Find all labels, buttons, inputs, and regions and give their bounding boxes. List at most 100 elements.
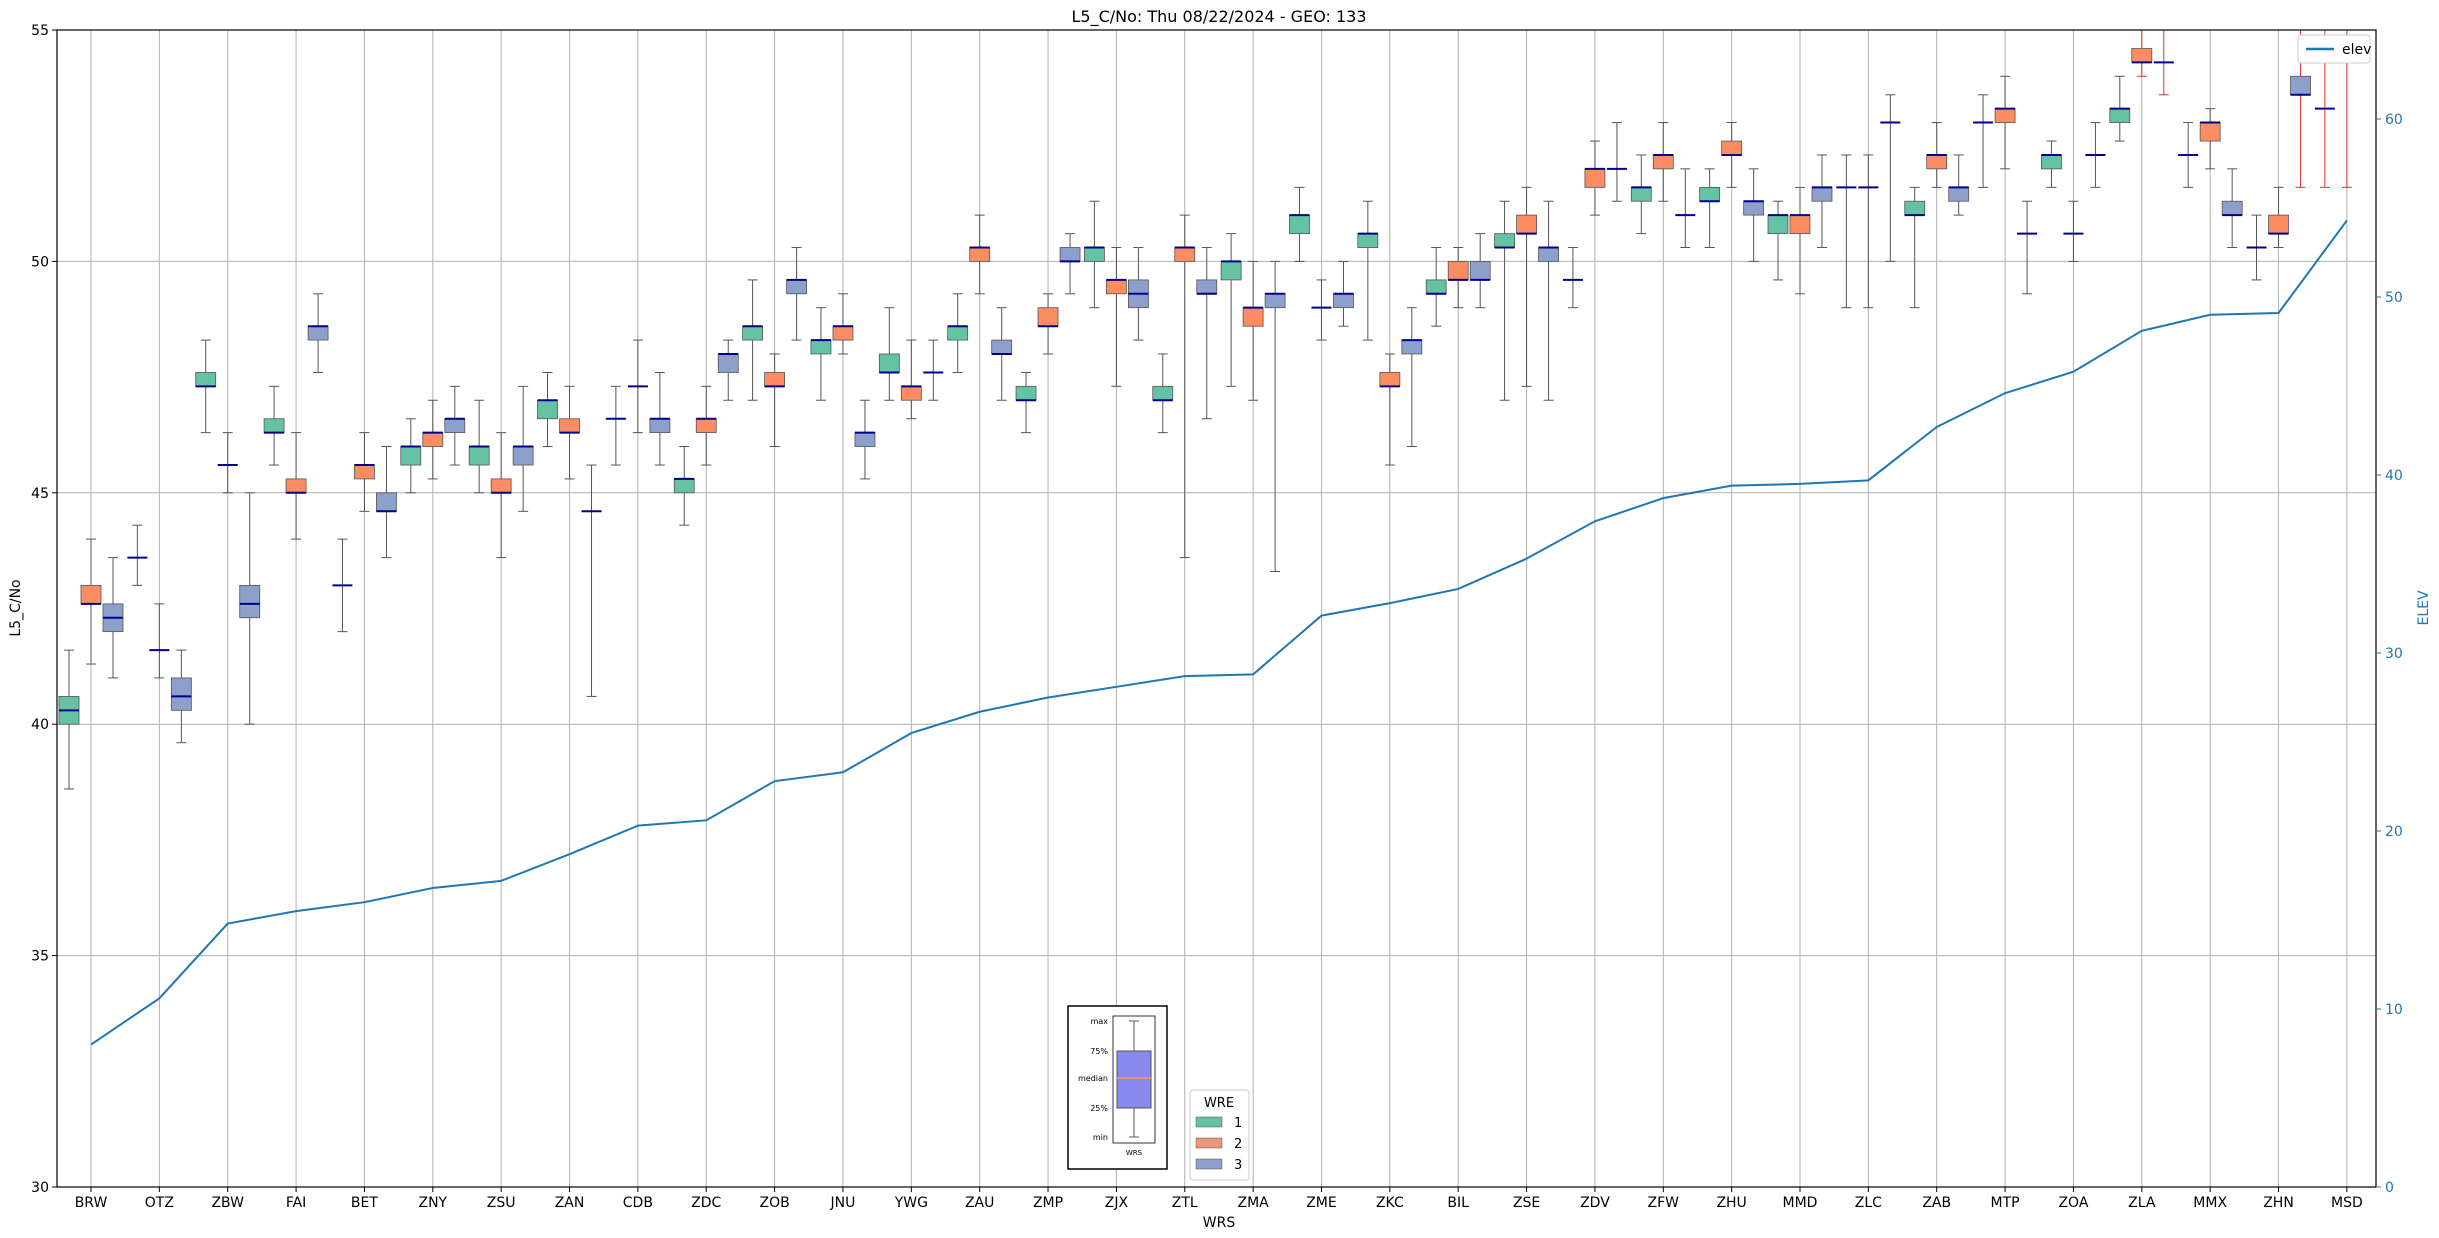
plot-frame bbox=[56, 29, 2377, 1188]
box-YWG-wre1 bbox=[878, 307, 900, 401]
wre-legend-swatch-1 bbox=[1195, 1116, 1223, 1128]
x-axis-label: WRS bbox=[1203, 1215, 1236, 1231]
box-ZMA-wre2 bbox=[1242, 260, 1264, 401]
iqr-box bbox=[1106, 279, 1127, 295]
iqr-box bbox=[810, 339, 832, 355]
x-tick-label: ZSU bbox=[487, 1195, 516, 1211]
iqr-box bbox=[512, 446, 534, 466]
box-ZFW-wre2 bbox=[1652, 122, 1674, 202]
box-ZJX-wre1 bbox=[1084, 200, 1105, 309]
iqr-box bbox=[1220, 260, 1242, 281]
y2-tick-label: 30 bbox=[2385, 646, 2403, 662]
box-MMD-wre1 bbox=[1767, 200, 1789, 281]
iqr-box bbox=[1926, 154, 1948, 170]
box-ZLA-wre1 bbox=[2109, 75, 2131, 142]
box-ZOA-wre2 bbox=[2063, 200, 2084, 262]
x-tick-label: ZME bbox=[1306, 1195, 1337, 1211]
iqr-box bbox=[1789, 214, 1811, 235]
iqr-box bbox=[422, 432, 444, 447]
y-axis-left: 30 35 40 45 50 55 bbox=[31, 23, 57, 1196]
iqr-box bbox=[786, 279, 807, 295]
x-tick-label: OTZ bbox=[145, 1195, 174, 1211]
y2-tick-label: 10 bbox=[2385, 1002, 2403, 1018]
iqr-box bbox=[239, 584, 261, 619]
x-tick-label: ZOA bbox=[2058, 1195, 2088, 1211]
explainer-label-q1: 25% bbox=[1090, 1104, 1108, 1113]
box-ZME-wre1 bbox=[1289, 186, 1310, 262]
box-explainer-inset: max 75% median 25% min WRS bbox=[1067, 1005, 1168, 1170]
x-tick-label: ZMP bbox=[1033, 1195, 1063, 1211]
box-ZAB-wre1 bbox=[1904, 186, 1926, 309]
box-ZSE-wre2 bbox=[1516, 186, 1537, 387]
box-ZAU-wre3 bbox=[991, 307, 1013, 401]
box-MTP-wre2 bbox=[1994, 75, 2016, 170]
iqr-box bbox=[307, 325, 329, 341]
box-ZAB-wre3 bbox=[1948, 154, 1970, 216]
x-tick-label: MTP bbox=[1991, 1195, 2020, 1211]
iqr-box bbox=[1811, 186, 1833, 202]
iqr-box bbox=[1059, 247, 1081, 262]
elev-line bbox=[90, 219, 2348, 1046]
box-ZTL-wre2 bbox=[1174, 214, 1196, 559]
iqr-box bbox=[2041, 154, 2062, 170]
box-ZNY-wre1 bbox=[400, 418, 422, 494]
box-ZLA-wre3 bbox=[2153, 29, 2174, 96]
box-MTP-wre3 bbox=[2017, 200, 2038, 295]
iqr-box bbox=[376, 492, 397, 512]
x-tick-label: CDB bbox=[623, 1195, 653, 1211]
iqr-box bbox=[1037, 307, 1059, 327]
wre-legend-swatch-3 bbox=[1195, 1158, 1223, 1170]
iqr-box bbox=[354, 464, 375, 480]
iqr-box bbox=[1652, 154, 1674, 170]
box-FAI-wre3 bbox=[307, 293, 329, 373]
y-tick-label: 35 bbox=[31, 949, 49, 965]
box-ZDV-wre1 bbox=[1562, 247, 1583, 309]
iqr-box bbox=[1469, 260, 1491, 281]
wre-legend-label-1: 1 bbox=[1234, 1116, 1242, 1131]
iqr-box bbox=[2268, 214, 2289, 235]
y-tick-label: 45 bbox=[31, 486, 49, 502]
iqr-box bbox=[1630, 186, 1652, 202]
iqr-box bbox=[2290, 75, 2311, 96]
elev-series bbox=[90, 219, 2348, 1046]
box-ZMA-wre3 bbox=[1264, 260, 1286, 572]
box-CDB-wre2 bbox=[627, 339, 648, 434]
x-tick-label: MMD bbox=[1783, 1195, 1818, 1211]
iqr-box bbox=[2221, 200, 2243, 216]
iqr-box bbox=[1767, 214, 1789, 235]
x-tick-label: JNU bbox=[830, 1195, 856, 1211]
box-ZHN-wre2 bbox=[2268, 186, 2289, 249]
box-ZNY-wre2 bbox=[422, 399, 444, 480]
iqr-box bbox=[1264, 293, 1286, 309]
iqr-box bbox=[764, 372, 785, 387]
wre-legend-frame bbox=[1189, 1089, 1250, 1181]
x-tick-label: ZAB bbox=[1922, 1195, 1951, 1211]
wre-legend-label-2: 2 bbox=[1234, 1137, 1242, 1152]
x-tick-label: ZDC bbox=[691, 1195, 721, 1211]
iqr-box bbox=[1174, 247, 1196, 262]
box-MMX-wre3 bbox=[2221, 168, 2243, 249]
iqr-box bbox=[1447, 260, 1469, 281]
box-ZMP-wre1 bbox=[1015, 371, 1037, 434]
iqr-box bbox=[742, 325, 763, 341]
wre-legend: WRE 1 2 3 bbox=[1189, 1089, 1250, 1181]
y-tick-label: 30 bbox=[31, 1180, 49, 1196]
iqr-box bbox=[991, 339, 1013, 355]
iqr-box bbox=[1699, 186, 1721, 202]
box-ZLC-wre1 bbox=[1836, 154, 1857, 309]
y2-tick-label: 50 bbox=[2385, 290, 2403, 306]
x-tick-label: ZDV bbox=[1580, 1195, 1610, 1211]
box-ZJX-wre2 bbox=[1106, 247, 1127, 387]
box-ZOA-wre3 bbox=[2085, 122, 2106, 188]
iqr-box bbox=[1242, 307, 1264, 327]
iqr-box bbox=[947, 325, 969, 341]
iqr-box bbox=[195, 372, 217, 387]
iqr-box bbox=[170, 677, 192, 711]
iqr-box bbox=[1152, 385, 1174, 401]
iqr-box bbox=[444, 418, 466, 434]
box-ZOB-wre1 bbox=[742, 279, 763, 401]
box-ZLC-wre2 bbox=[1858, 154, 1879, 309]
box-BIL-wre2 bbox=[1447, 247, 1469, 309]
box-YWG-wre2 bbox=[900, 339, 922, 420]
